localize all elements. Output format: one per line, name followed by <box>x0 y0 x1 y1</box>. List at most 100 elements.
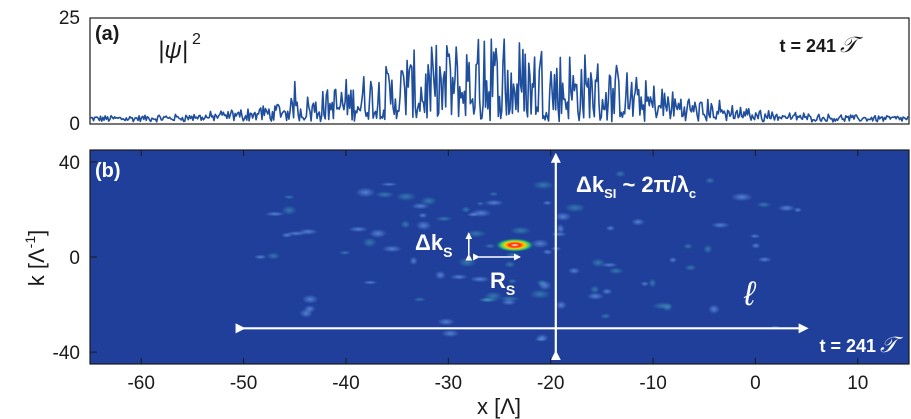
panel-a-time-text: t = 241 <box>779 36 836 56</box>
panel-b: (b) ΔkSI ~ 2π/λc ΔkS RS ℓ t = 241 𝒯 40 0… <box>22 149 910 419</box>
heatmap-hot-spot <box>494 238 535 253</box>
speckle-blob <box>286 231 307 236</box>
speckle-blob <box>504 260 516 268</box>
speckle-blob <box>648 278 657 288</box>
speckle-blob <box>469 276 491 283</box>
speckle-blob <box>536 279 547 287</box>
speckle-blob <box>749 233 761 239</box>
panel-a-time-label: t = 241 𝒯 <box>779 32 864 57</box>
panel-b-xtick-marks <box>90 150 859 364</box>
speckle-blob <box>434 216 453 222</box>
speckle-blob <box>535 334 549 342</box>
speckle-blob <box>683 243 693 250</box>
panel-b-xticks: -60 -50 -40 -30 -20 -10 0 10 <box>127 373 868 394</box>
speckle-blob <box>400 220 411 229</box>
dk-si-sub: SI <box>604 186 616 201</box>
panel-b-ytick-0: 0 <box>69 248 80 269</box>
panel-a-ytick-25: 25 <box>59 8 80 29</box>
speckle-blob <box>434 270 446 280</box>
xtick-neg30: -30 <box>435 373 462 394</box>
panel-b-time-label: t = 241 𝒯 <box>819 332 904 357</box>
speckle-blob <box>751 242 761 249</box>
speckle-blob <box>586 292 605 300</box>
panel-a: 25 0 (a) |ψ| 2 t = 241 𝒯 <box>59 8 910 135</box>
psi-squared-label: |ψ| 2 <box>158 31 201 64</box>
speckle-blob <box>564 203 586 213</box>
speckle-blob <box>542 200 553 206</box>
r-s-sub: S <box>506 282 515 298</box>
speckle-blob <box>555 300 567 310</box>
panel-a-yticks: 25 0 <box>59 8 97 135</box>
speckle-blob <box>550 231 568 237</box>
speckle-blob <box>530 239 550 249</box>
speckle-blob <box>375 191 395 199</box>
speckle-blob <box>415 220 432 231</box>
speckle-blob <box>266 252 281 260</box>
xtick-0: 0 <box>750 373 761 394</box>
speckle-blob <box>283 194 295 200</box>
speckle-blob <box>457 257 477 268</box>
speckle-blob <box>339 250 351 255</box>
speckle-blob <box>640 281 649 287</box>
speckle-blob <box>601 262 618 268</box>
panel-b-time-text: t = 241 <box>819 336 876 356</box>
speckle-blob <box>614 170 626 178</box>
speckle-blob <box>757 256 772 263</box>
speckle-blob <box>568 267 581 275</box>
xtick-neg20: -20 <box>537 373 564 394</box>
panel-b-yticks: 40 0 -40 <box>53 153 80 364</box>
speckle-blob <box>608 267 624 275</box>
panel-b-ylabel: k [Λ-1] <box>22 230 49 287</box>
speckle-blob <box>355 187 376 198</box>
speckle-blob <box>668 256 677 263</box>
dk-s-sub: S <box>443 244 452 260</box>
dk-si-sub2: c <box>689 186 696 201</box>
panel-b-ylabel-text: k [Λ-1] <box>22 230 49 287</box>
speckle-blob <box>466 212 479 217</box>
speckle-blob <box>418 212 428 219</box>
speckle-blob <box>461 206 471 213</box>
speckle-blob <box>264 211 286 217</box>
speckle-blob <box>756 201 772 208</box>
psi-label-sup: 2 <box>192 31 201 48</box>
psi-squared-series <box>90 38 909 123</box>
speckle-blob <box>437 318 455 326</box>
speckle-blob <box>488 191 499 197</box>
xtick-10: 10 <box>847 373 868 394</box>
speckle-blob <box>441 329 460 338</box>
dk-s-annotation: ΔkS <box>415 230 452 260</box>
speckle-blob <box>368 228 387 239</box>
speckle-blob <box>409 256 418 266</box>
speckle-blob <box>703 244 713 254</box>
speckle-blob <box>793 207 802 213</box>
speckle-blob <box>507 278 517 284</box>
speckle-blob <box>711 222 730 229</box>
speckle-blob <box>730 192 753 202</box>
heatmap-speckle <box>253 170 802 342</box>
speckle-blob <box>301 294 319 304</box>
speckle-blob <box>304 305 316 313</box>
r-s-text: RS <box>490 268 515 298</box>
speckle-blob <box>449 274 468 280</box>
speckle-blob <box>601 288 613 295</box>
dk-si-suffix: ~ 2π/λ <box>616 172 689 197</box>
speckle-blob <box>420 196 437 206</box>
ell-label: ℓ <box>743 275 757 313</box>
speckle-blob <box>777 204 796 212</box>
panel-b-label: (b) <box>95 160 121 182</box>
speckle-blob <box>600 313 612 320</box>
dk-si-text: ΔkSI ~ 2π/λc <box>576 172 696 201</box>
speckle-blob <box>395 192 417 202</box>
speckle-blob <box>708 304 720 315</box>
panel-b-ytick-40: 40 <box>59 153 80 174</box>
speckle-blob <box>542 249 553 255</box>
speckle-blob <box>510 226 532 235</box>
speckle-blob <box>480 297 494 303</box>
speckle-blob <box>501 299 517 306</box>
speckle-blob <box>529 289 551 299</box>
xtick-neg40: -40 <box>332 373 359 394</box>
speckle-blob <box>705 177 715 184</box>
speckle-blob <box>589 285 600 294</box>
ylabel-sup: -1 <box>22 236 38 249</box>
